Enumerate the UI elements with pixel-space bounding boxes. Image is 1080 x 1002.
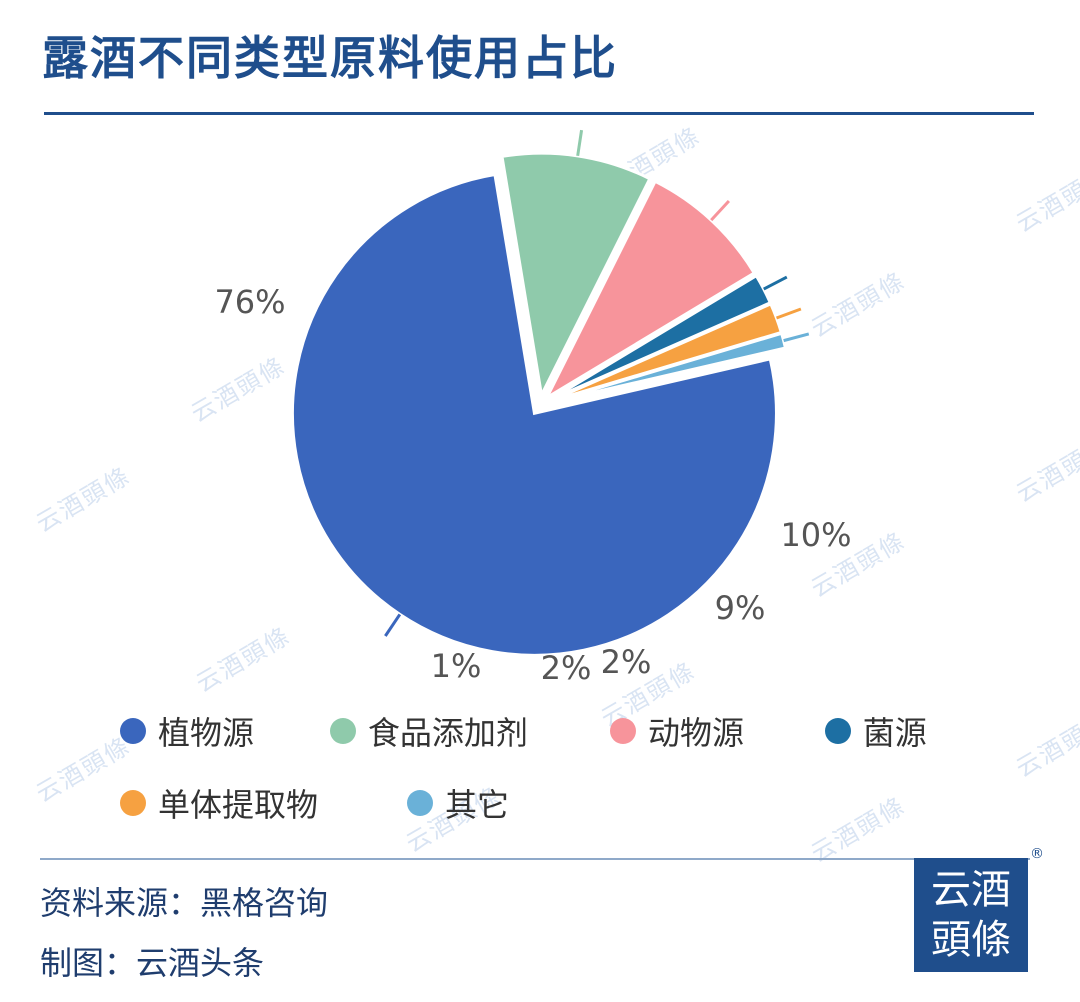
- registered-mark: ®: [1030, 846, 1044, 862]
- data-label: 2%: [541, 649, 592, 687]
- brand-logo: 云酒 頭條: [914, 858, 1028, 972]
- legend-label: 其它: [445, 786, 510, 824]
- leader-line: [775, 307, 802, 320]
- data-label: 9%: [715, 589, 766, 627]
- legend-swatch: [610, 718, 637, 744]
- leader-line: [710, 200, 730, 222]
- leader-line: [763, 275, 788, 291]
- legend-item: 单体提取物: [120, 780, 407, 826]
- leader-line: [783, 332, 810, 343]
- legend-label: 单体提取物: [158, 786, 319, 824]
- chart-legend: 植物源 食品添加剂 动物源 菌源单体提取物 其它: [120, 708, 1020, 852]
- legend-item: 食品添加剂: [329, 708, 610, 754]
- data-label: 2%: [601, 643, 652, 681]
- legend-label: 食品添加剂: [367, 714, 528, 752]
- legend-row: 单体提取物 其它: [120, 780, 1020, 826]
- data-label: 1%: [431, 647, 482, 685]
- legend-swatch: [824, 718, 851, 744]
- legend-item: 植物源: [120, 708, 330, 754]
- legend-swatch: [407, 790, 433, 816]
- title-divider: [44, 112, 1034, 115]
- legend-swatch: [120, 718, 146, 744]
- slice-animal: [543, 179, 757, 402]
- chart-title: 露酒不同类型原料使用占比: [42, 31, 618, 85]
- legend-item: 其它: [407, 780, 694, 826]
- legend-label: 菌源: [862, 714, 927, 752]
- data-label: 76%: [214, 283, 285, 321]
- logo-line1: 云酒: [931, 867, 1011, 913]
- maker-note: 制图：云酒头条: [40, 944, 265, 982]
- legend-swatch: [120, 790, 146, 816]
- leader-line: [576, 129, 584, 157]
- legend-label: 植物源: [158, 714, 255, 752]
- footer-divider: [40, 858, 1030, 860]
- source-note: 资料来源：黑格咨询: [40, 884, 329, 922]
- logo-line2: 頭條: [931, 917, 1011, 963]
- legend-label: 动物源: [648, 714, 745, 752]
- legend-item: 菌源: [824, 708, 1020, 754]
- slice-plant: [291, 172, 778, 657]
- legend-swatch: [329, 718, 356, 744]
- leader-line: [384, 613, 402, 637]
- legend-row: 植物源 食品添加剂 动物源 菌源: [120, 708, 1020, 754]
- legend-item: 动物源: [610, 708, 825, 754]
- data-label: 10%: [780, 516, 851, 554]
- pie-chart: 76% 10% 9% 2%2% 1%: [214, 129, 852, 687]
